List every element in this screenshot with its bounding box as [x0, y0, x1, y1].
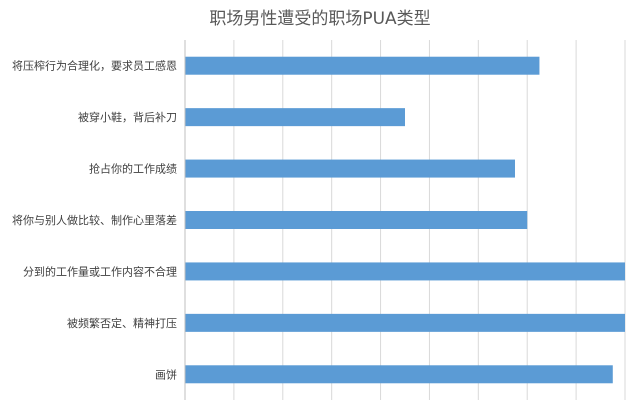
bar: [185, 108, 405, 127]
category-label: 将压榨行为合理化，要求员工感恩: [12, 59, 177, 73]
bar: [185, 159, 515, 178]
bar: [185, 211, 528, 229]
category-label: 分到的工作量或工作内容不合理: [23, 264, 177, 278]
bar: [185, 313, 625, 332]
bar: [185, 56, 540, 75]
category-label: 被穿小鞋，背后补刀: [78, 110, 177, 124]
category-label: 抢占你的工作成绩: [89, 162, 177, 176]
category-label: 被频繁否定、精神打压: [67, 316, 177, 330]
chart-title: 职场男性遭受的职场PUA类型: [209, 9, 431, 29]
category-label: 画饼: [155, 367, 177, 381]
bar: [185, 262, 625, 281]
bar: [185, 365, 613, 384]
category-label: 将你与别人做比较、制作心里落差: [12, 213, 177, 227]
